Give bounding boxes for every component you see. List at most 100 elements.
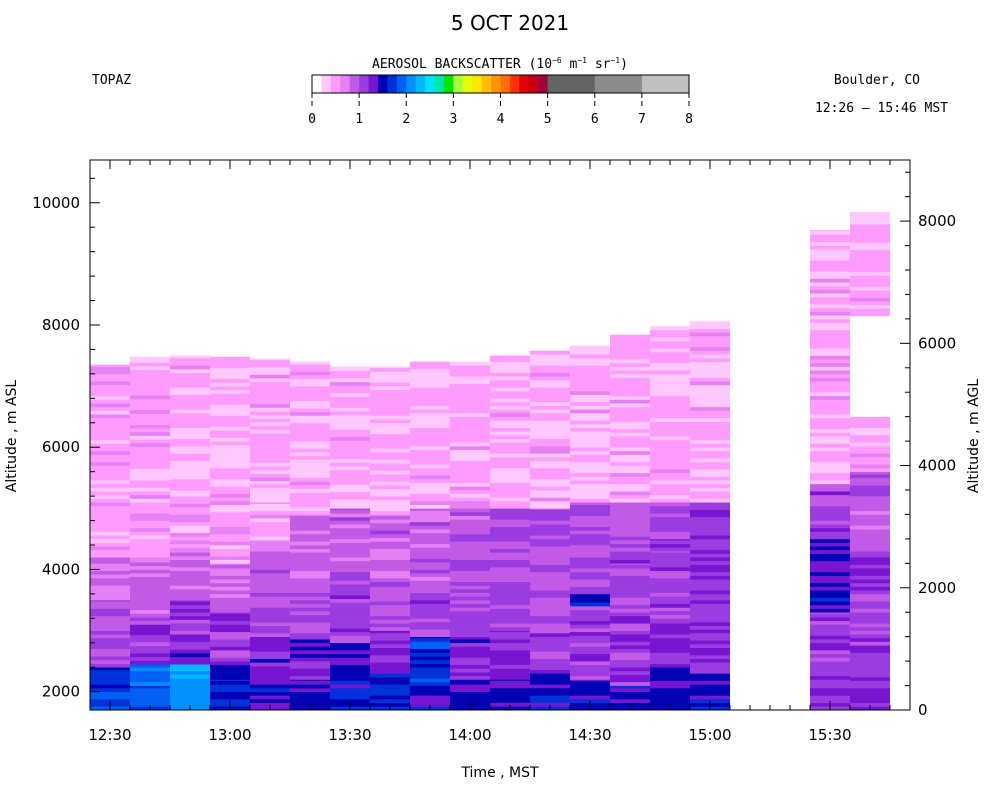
backscatter-cell [290, 679, 330, 681]
backscatter-cell [210, 367, 250, 372]
backscatter-cell [370, 593, 410, 598]
backscatter-cell [570, 405, 610, 410]
backscatter-cell [290, 481, 330, 486]
backscatter-cell [490, 475, 530, 480]
backscatter-cell [450, 501, 490, 505]
backscatter-cell [210, 433, 250, 438]
backscatter-cell [450, 661, 490, 666]
backscatter-cell [450, 552, 490, 557]
backscatter-cell [130, 498, 170, 503]
backscatter-cell [410, 554, 450, 559]
backscatter-cell [530, 516, 570, 521]
backscatter-cell [650, 414, 690, 419]
backscatter-cell [690, 384, 730, 389]
backscatter-cell [570, 347, 610, 351]
x-tick-label: 15:00 [688, 726, 731, 744]
backscatter-cell [450, 526, 490, 531]
backscatter-cell [370, 514, 410, 516]
backscatter-cell [170, 547, 210, 552]
backscatter-cell [170, 660, 210, 665]
backscatter-cell [410, 547, 450, 552]
backscatter-cell [450, 688, 490, 692]
backscatter-cell [290, 386, 330, 391]
backscatter-cell [650, 574, 690, 579]
backscatter-cell [690, 339, 730, 344]
backscatter-cell [250, 532, 290, 537]
backscatter-cell [810, 549, 850, 554]
backscatter-cell [810, 370, 850, 375]
backscatter-cell [370, 367, 410, 372]
backscatter-cell [650, 439, 690, 444]
backscatter-cell [570, 602, 610, 607]
backscatter-cell [650, 559, 690, 564]
backscatter-cell [90, 520, 130, 525]
backscatter-cell [650, 626, 690, 631]
backscatter-cell [450, 534, 490, 538]
backscatter-cell [650, 381, 690, 386]
backscatter-cell [810, 586, 850, 591]
backscatter-cell [410, 446, 450, 450]
backscatter-cell [210, 455, 250, 460]
colorbar-segment [425, 75, 435, 93]
backscatter-cell [690, 450, 730, 455]
backscatter-cell [250, 462, 290, 467]
backscatter-cell [210, 526, 250, 531]
backscatter-cell [90, 589, 130, 593]
backscatter-cell [130, 580, 170, 585]
backscatter-cell [130, 446, 170, 451]
backscatter-cell [410, 580, 450, 585]
backscatter-cell [90, 480, 130, 485]
backscatter-cell [130, 424, 170, 429]
backscatter-cell [810, 285, 850, 290]
profile-column [210, 356, 250, 711]
backscatter-cell [410, 699, 450, 703]
backscatter-cell [170, 532, 210, 537]
backscatter-cell [610, 443, 650, 448]
backscatter-cell [90, 388, 130, 393]
backscatter-cell [130, 356, 170, 359]
backscatter-cell [810, 664, 850, 669]
backscatter-cell [570, 345, 610, 348]
backscatter-cell [450, 387, 490, 392]
backscatter-cell [210, 679, 250, 681]
backscatter-cell [130, 450, 170, 455]
backscatter-cell [610, 392, 650, 397]
backscatter-cell [530, 471, 570, 476]
backscatter-cell [90, 695, 130, 700]
backscatter-cell [850, 499, 890, 504]
backscatter-cell [850, 416, 890, 421]
backscatter-cell [810, 653, 850, 658]
backscatter-cell [250, 447, 290, 452]
backscatter-cell [250, 370, 290, 375]
backscatter-cell [690, 350, 730, 355]
backscatter-cell [250, 580, 290, 585]
backscatter-cell [370, 556, 410, 560]
backscatter-cell [610, 571, 650, 576]
backscatter-cell [210, 419, 250, 424]
y-right-tick-label: 0 [918, 701, 928, 719]
backscatter-cell [90, 395, 130, 400]
backscatter-cell [850, 641, 890, 646]
backscatter-cell [570, 409, 610, 414]
backscatter-cell [290, 492, 330, 497]
backscatter-cell [690, 498, 730, 503]
backscatter-cell [610, 461, 650, 466]
backscatter-cell [130, 591, 170, 596]
colorbar-segment [396, 75, 407, 93]
backscatter-cell [210, 393, 250, 398]
backscatter-cell [450, 468, 490, 472]
backscatter-cell [210, 590, 250, 595]
backscatter-cell [690, 691, 730, 696]
backscatter-cell [410, 543, 450, 548]
backscatter-cell [210, 530, 250, 535]
backscatter-cell [330, 560, 370, 565]
backscatter-cell [810, 553, 850, 558]
backscatter-cell [330, 639, 370, 644]
backscatter-cell [170, 648, 210, 650]
backscatter-cell [330, 609, 370, 614]
backscatter-cell [650, 491, 690, 496]
backscatter-cell [810, 252, 850, 257]
backscatter-cell [690, 361, 730, 364]
backscatter-cell [810, 289, 850, 294]
backscatter-cell [130, 509, 170, 514]
